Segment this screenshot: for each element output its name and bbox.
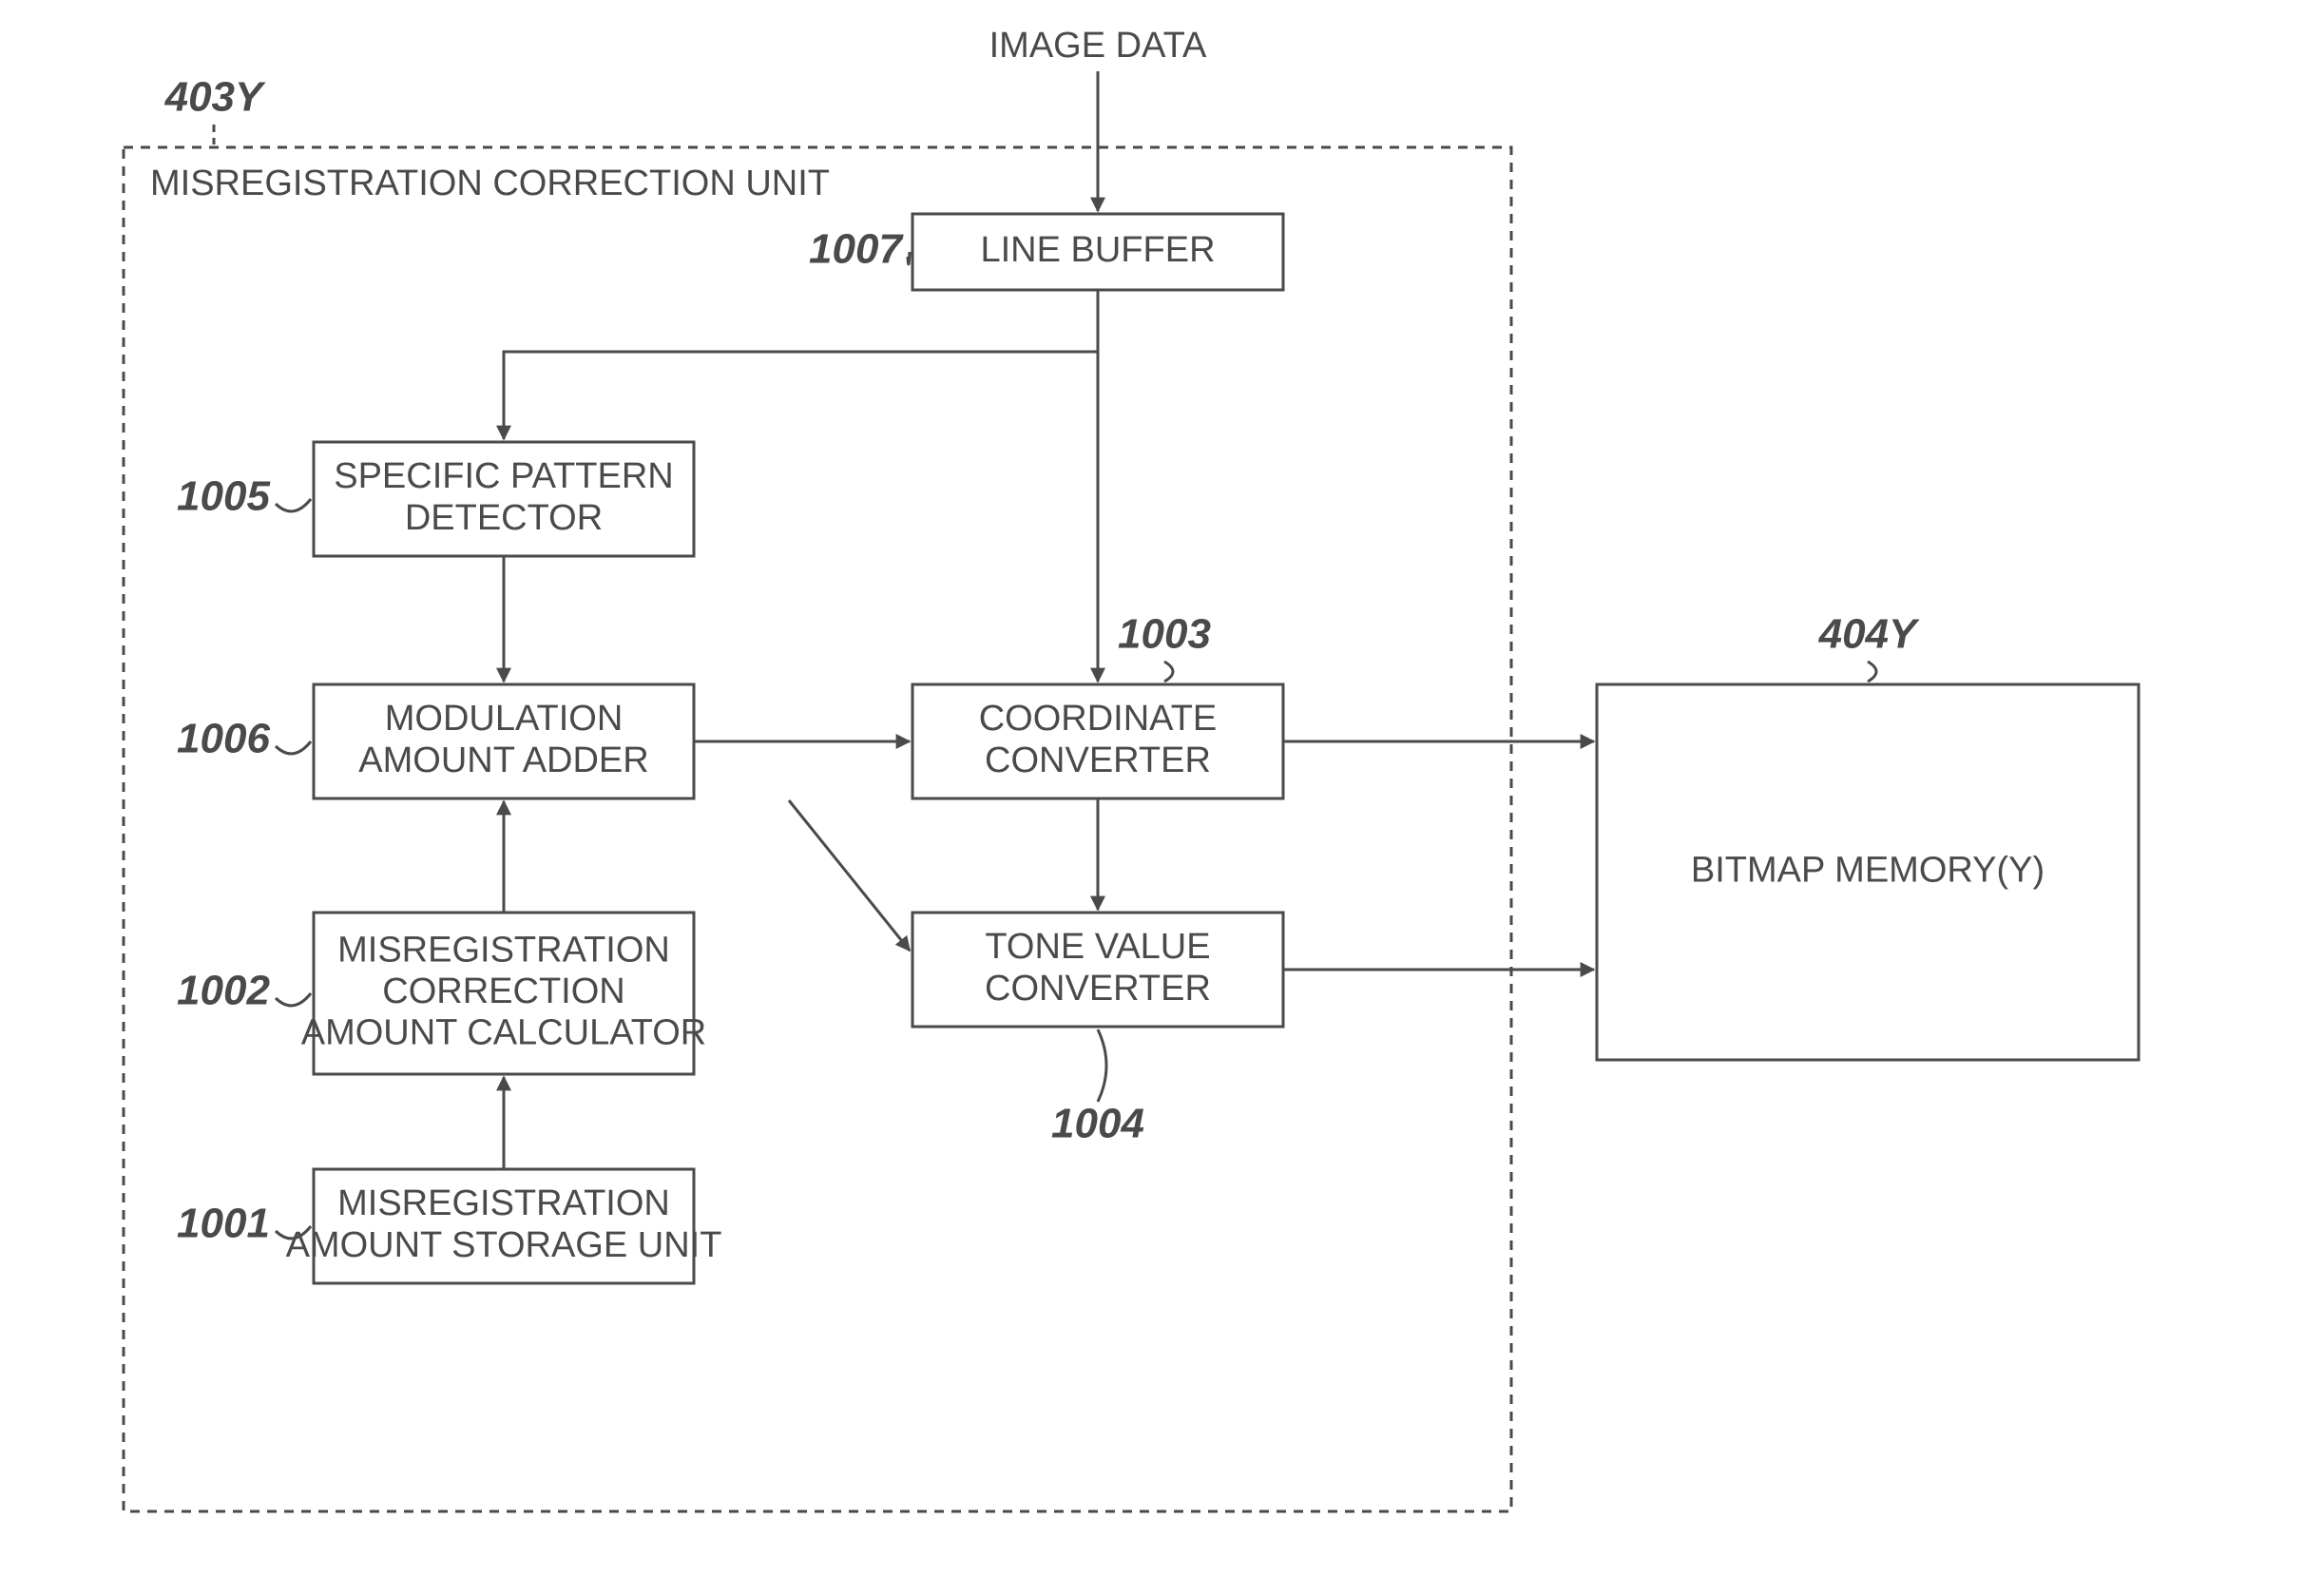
block-label: AMOUNT ADDER <box>358 740 648 780</box>
arrow-modadder-to-tone <box>789 800 910 951</box>
ref-1002: 1002 <box>177 968 270 1014</box>
block-label: COORDINATE <box>979 699 1218 739</box>
block-label: LINE BUFFER <box>980 230 1215 270</box>
block-coord_conv: COORDINATECONVERTER <box>912 684 1283 798</box>
block-label: CORRECTION <box>382 971 624 1011</box>
ref-leader <box>1098 1029 1106 1102</box>
ref-leader <box>276 741 311 754</box>
block-mod_adder: MODULATIONAMOUNT ADDER <box>314 684 694 798</box>
block-label: CONVERTER <box>985 969 1211 1009</box>
block-label: TONE VALUE <box>985 927 1210 967</box>
block-bitmap: BITMAP MEMORY(Y) <box>1597 684 2139 1060</box>
ref-leader <box>1868 662 1876 682</box>
block-label: MODULATION <box>385 699 624 739</box>
block-label: AMOUNT STORAGE UNIT <box>286 1225 722 1265</box>
block-label: CONVERTER <box>985 740 1211 780</box>
ref-404Y: 404Y <box>1818 611 1920 658</box>
block-label: MISREGISTRATION <box>337 1183 670 1223</box>
block-label: BITMAP MEMORY(Y) <box>1691 851 2045 891</box>
arrow-linebuf-to-spd <box>504 352 1098 439</box>
ref-leader <box>276 499 311 511</box>
ref-1003: 1003 <box>1118 611 1211 658</box>
ref-1004: 1004 <box>1051 1101 1144 1147</box>
ref-leader <box>276 993 311 1006</box>
ref-1007: 1007 <box>809 226 904 273</box>
block-tone_conv: TONE VALUECONVERTER <box>912 913 1283 1027</box>
ref-leader <box>1164 662 1173 682</box>
block-label: DETECTOR <box>405 498 603 538</box>
ref-1006: 1006 <box>177 716 270 762</box>
ref-1001: 1001 <box>177 1201 270 1247</box>
input-label: IMAGE DATA <box>989 26 1207 66</box>
block-label: AMOUNT CALCULATOR <box>301 1013 707 1053</box>
container-title: MISREGISTRATION CORRECTION UNIT <box>150 163 830 203</box>
block-label: SPECIFIC PATTERN <box>334 456 674 496</box>
block-diagram: MISREGISTRATION CORRECTION UNIT IMAGE DAT… <box>0 0 2323 1596</box>
block-calc: MISREGISTRATIONCORRECTIONAMOUNT CALCULAT… <box>301 913 707 1074</box>
block-line_buffer: LINE BUFFER <box>912 214 1283 290</box>
ref-403Y: 403Y <box>164 74 266 121</box>
block-storage: MISREGISTRATIONAMOUNT STORAGE UNIT <box>286 1169 722 1283</box>
ref-1005: 1005 <box>177 473 270 520</box>
block-spd: SPECIFIC PATTERNDETECTOR <box>314 442 694 556</box>
block-label: MISREGISTRATION <box>337 930 670 970</box>
ref-leader <box>908 252 910 264</box>
